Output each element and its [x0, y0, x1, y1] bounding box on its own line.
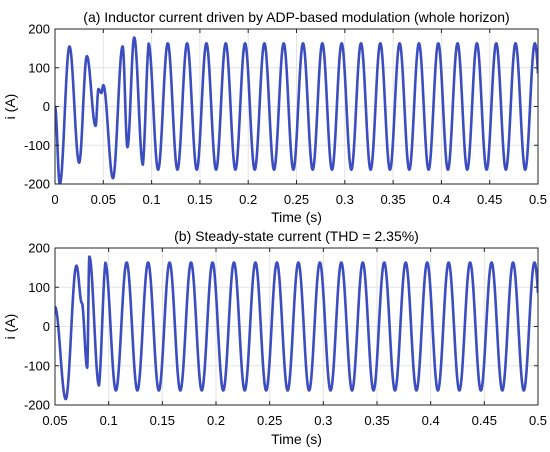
- x-tick-label-a-6: 0.3: [336, 192, 354, 207]
- panel-a: 0 0.05 0.1 0.15 0.2 0.25 0.3 0.35 0.4 0.45 0.5 -200…: [2, 9, 547, 225]
- x-axis-label-b: Time (s): [271, 431, 322, 447]
- x-tick-label-a-3: 0.15: [187, 192, 212, 207]
- x-tick-label-a-0: 0: [51, 192, 58, 207]
- chart-title-b: (b) Steady-state current (THD = 2.35%): [174, 228, 419, 244]
- y-tick-label-a-4: 200: [28, 22, 50, 37]
- x-tick-label-a-5: 0.25: [284, 192, 309, 207]
- x-tick-label-a-8: 0.4: [432, 192, 450, 207]
- x-tick-label-b-8: 0.45: [472, 413, 497, 428]
- x-tick-label-a-4: 0.2: [239, 192, 257, 207]
- y-tick-label-a-2: 0: [43, 99, 50, 114]
- y-tick-label-b-3: 100: [28, 280, 50, 295]
- x-tick-label-b-7: 0.4: [422, 413, 440, 428]
- y-tick-label-a-1: -100: [24, 138, 50, 153]
- x-tick-label-a-7: 0.35: [380, 192, 405, 207]
- y-axis-label-b: i (A): [2, 314, 18, 340]
- y-axis-label-a: i (A): [2, 94, 18, 120]
- x-tick-label-a-9: 0.45: [477, 192, 502, 207]
- series-line-a: [55, 36, 538, 184]
- x-tick-label-a-10: 0.5: [529, 192, 547, 207]
- x-tick-label-b-6: 0.35: [364, 413, 389, 428]
- x-tick-label-a-2: 0.1: [143, 192, 161, 207]
- x-axis-label-a: Time (s): [271, 209, 322, 225]
- y-tick-label-a-3: 100: [28, 60, 50, 75]
- x-tick-label-b-2: 0.15: [150, 413, 175, 428]
- chart-title-a: (a) Inductor current driven by ADP-based…: [83, 9, 509, 25]
- y-tick-label-a-0: -200: [24, 177, 50, 192]
- x-tick-label-b-5: 0.3: [314, 413, 332, 428]
- y-tick-label-b-2: 0: [43, 319, 50, 334]
- y-tick-label-b-1: -100: [24, 358, 50, 373]
- series-line-b: [55, 255, 538, 401]
- x-tick-label-b-0: 0.05: [42, 413, 67, 428]
- y-tick-label-b-4: 200: [28, 241, 50, 256]
- x-tick-label-b-4: 0.25: [257, 413, 282, 428]
- y-tick-label-b-0: -200: [24, 398, 50, 413]
- x-tick-label-b-3: 0.2: [207, 413, 225, 428]
- x-tick-label-b-9: 0.5: [529, 413, 547, 428]
- x-tick-label-b-1: 0.1: [100, 413, 118, 428]
- x-tick-label-a-1: 0.05: [91, 192, 116, 207]
- panel-b: 0.05 0.1 0.15 0.2 0.25 0.3 0.35 0.4 0.45 0.5 -200 -…: [2, 228, 547, 447]
